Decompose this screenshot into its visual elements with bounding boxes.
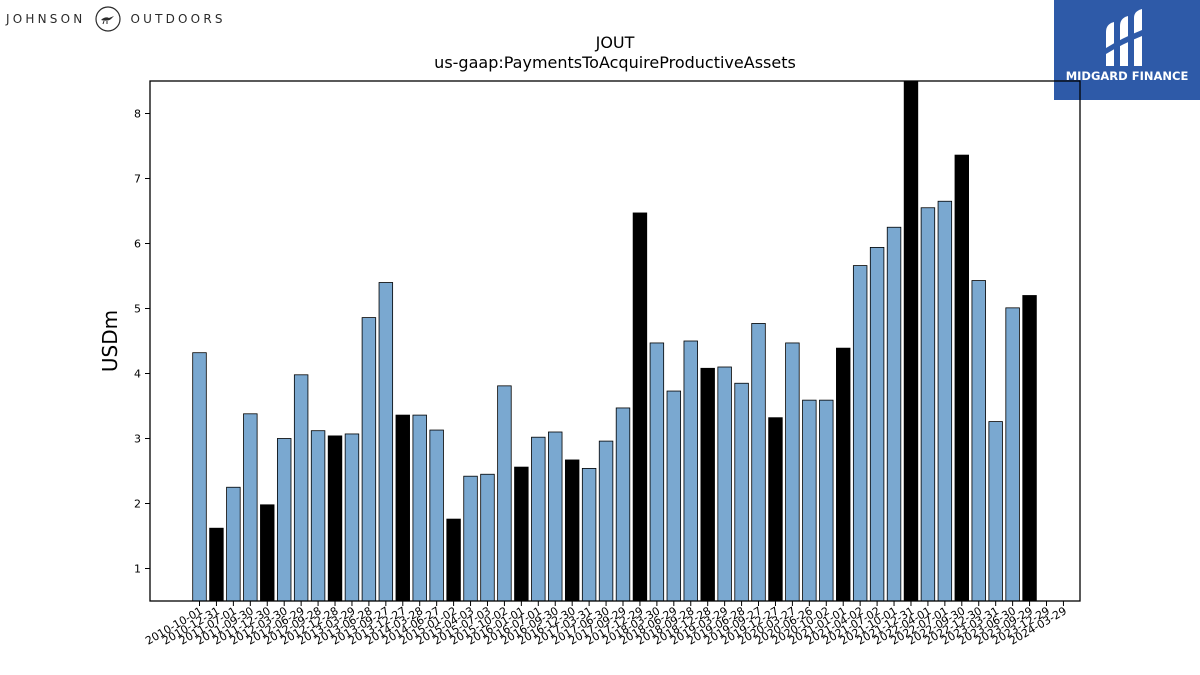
bar-39 (852, 265, 868, 602)
chart-subtitle: us-gaap:PaymentsToAcquireProductiveAsset… (434, 53, 796, 72)
x-axis-ticks: 2010-10-012010-12-312011-07-012011-09-30… (143, 601, 1069, 648)
plot-frame (149, 80, 1081, 602)
bar-29 (683, 340, 698, 602)
y-tick-label-5: 6 (134, 238, 141, 251)
bar-36 (802, 399, 817, 602)
bar-28 (666, 390, 682, 602)
midgard-logo-icon (1106, 9, 1142, 66)
bar-34 (768, 417, 783, 602)
bar-5 (276, 438, 292, 602)
bar-48 (1005, 307, 1020, 602)
bar-4 (260, 504, 275, 602)
bar-15 (446, 518, 461, 602)
bar-21 (548, 431, 563, 602)
bar-27 (649, 342, 665, 602)
y-axis-label: USDm (98, 310, 122, 372)
bar-8 (327, 435, 343, 602)
y-tick-label-6: 7 (134, 173, 141, 186)
bar-13 (412, 414, 427, 602)
bars-group (192, 80, 1037, 602)
brand-left-word-1: JOHNSON (6, 12, 86, 26)
bar-49 (1022, 295, 1037, 602)
bar-16 (463, 475, 478, 602)
bar-22 (564, 459, 580, 602)
bar-30 (700, 367, 715, 602)
bar-40 (869, 246, 885, 602)
bar-44 (937, 200, 953, 602)
bar-37 (819, 399, 834, 602)
bar-42 (903, 80, 919, 602)
bar-0 (192, 352, 207, 602)
bar-14 (429, 429, 444, 602)
chart-title: JOUT (595, 33, 635, 52)
bar-33 (751, 323, 766, 602)
y-axis-ticks: 1 2 3 4 5 6 7 8 (134, 108, 150, 576)
y-tick-label-2: 3 (134, 433, 141, 446)
bar-7 (310, 430, 326, 602)
y-tick-label-1: 2 (134, 498, 141, 511)
bar-46 (971, 280, 986, 602)
brand-right-name: MIDGARD FINANCE (1065, 69, 1189, 83)
midgard-finance-logo: MIDGARD FINANCE (1054, 0, 1200, 100)
y-tick-label-4: 5 (134, 303, 141, 316)
bar-25 (615, 407, 631, 602)
bar-19 (514, 466, 529, 602)
bar-1 (209, 527, 224, 602)
bar-9 (344, 433, 360, 602)
y-tick-label-7: 8 (134, 108, 141, 121)
bar-18 (497, 385, 512, 602)
bar-43 (920, 207, 936, 602)
bar-26 (632, 212, 648, 602)
bar-11 (378, 282, 394, 602)
bar-45 (954, 154, 970, 602)
y-tick-label-0: 1 (134, 563, 141, 576)
bar-24 (598, 440, 614, 602)
bar-17 (480, 473, 495, 602)
bar-20 (531, 436, 546, 602)
heron-emblem-icon (95, 6, 122, 32)
bar-10 (361, 317, 377, 602)
bar-35 (785, 342, 800, 602)
bar-2 (226, 486, 241, 602)
bar-23 (581, 467, 597, 602)
bar-47 (988, 421, 1003, 602)
brand-left-word-2: OUTDOORS (130, 12, 226, 26)
bar-3 (243, 413, 258, 602)
bar-41 (886, 226, 902, 602)
bar-6 (293, 374, 309, 602)
bar-32 (734, 382, 749, 602)
bar-12 (395, 414, 410, 602)
bar-31 (717, 366, 732, 602)
bar-38 (836, 347, 851, 602)
y-tick-label-3: 4 (134, 368, 141, 381)
johnson-outdoors-logo: JOHNSON OUTDOORS (6, 4, 226, 34)
